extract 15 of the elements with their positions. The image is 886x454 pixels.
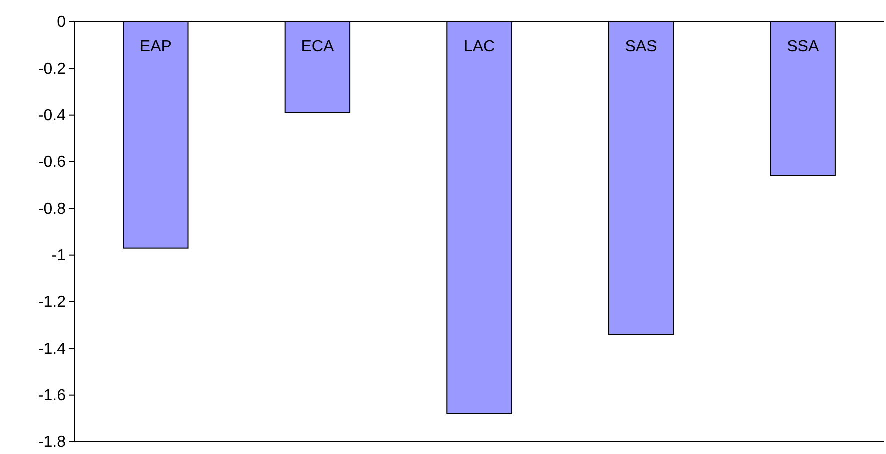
y-tick-label: -1 (52, 247, 66, 264)
y-tick-label: -0.2 (38, 60, 66, 78)
y-tick-label: -0.4 (38, 107, 66, 124)
x-tick-label: SSA (787, 38, 820, 56)
y-tick-label: -1.2 (38, 294, 66, 312)
x-tick-label: EAP (140, 38, 172, 56)
y-tick-label: -1.8 (38, 434, 66, 452)
x-tick-label: SAS (625, 38, 658, 56)
x-tick-label: LAC (464, 38, 496, 56)
y-tick-label: -1.6 (38, 387, 66, 404)
y-tick-label: 0 (57, 14, 66, 32)
y-tick-label: -0.6 (38, 154, 66, 172)
y-tick-label: -0.8 (38, 200, 66, 218)
x-tick-label: ECA (301, 38, 334, 56)
y-tick-label: -1.4 (38, 340, 66, 358)
